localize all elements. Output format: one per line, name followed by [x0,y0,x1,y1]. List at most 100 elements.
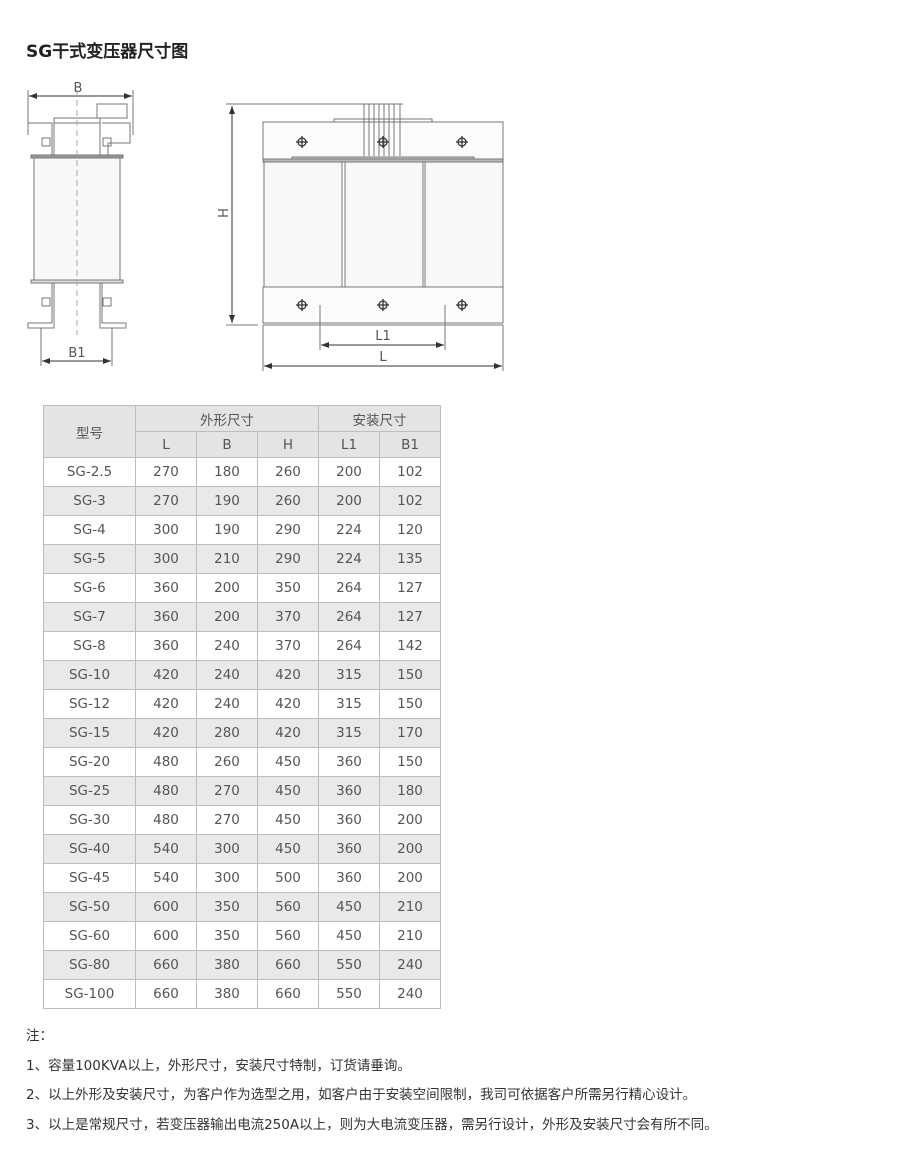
value-cell: 200 [379,805,441,835]
value-cell: 450 [318,892,380,922]
value-cell: 350 [196,921,258,951]
value-cell: 264 [318,573,380,603]
value-cell: 600 [135,892,197,922]
table-row: SG-25 480 270 450 360 180 [43,776,441,806]
model-cell: SG-45 [43,863,136,893]
table-row: SG-80 660 380 660 550 240 [43,950,441,980]
label-l1: L1 [375,329,391,344]
label-b1: B1 [68,346,85,361]
value-cell: 360 [318,805,380,835]
header-col: B [196,431,258,458]
header-col: B1 [379,431,441,458]
value-cell: 360 [318,863,380,893]
value-cell: 560 [257,892,319,922]
value-cell: 660 [257,950,319,980]
value-cell: 315 [318,689,380,719]
label-l: L [379,350,387,365]
value-cell: 240 [196,660,258,690]
notes: 注： 1、容量100KVA以上，外形尺寸，安装尺寸特制，订货请垂询。 2、以上外… [26,1026,718,1144]
model-cell: SG-5 [43,544,136,574]
value-cell: 380 [196,950,258,980]
value-cell: 240 [196,689,258,719]
value-cell: 300 [135,515,197,545]
model-cell: SG-80 [43,950,136,980]
value-cell: 380 [196,979,258,1009]
value-cell: 480 [135,776,197,806]
header-col: L1 [318,431,380,458]
value-cell: 270 [135,486,197,516]
table-row: SG-50 600 350 560 450 210 [43,892,441,922]
value-cell: 150 [379,747,441,777]
value-cell: 370 [257,631,319,661]
value-cell: 450 [257,834,319,864]
value-cell: 350 [257,573,319,603]
front-view: H L1 L [217,103,504,371]
value-cell: 264 [318,602,380,632]
value-cell: 450 [257,805,319,835]
value-cell: 102 [379,486,441,516]
value-cell: 200 [196,602,258,632]
value-cell: 102 [379,457,441,487]
table-row: SG-6 360 200 350 264 127 [43,573,441,603]
table-row: SG-45 540 300 500 360 200 [43,863,441,893]
header-col: H [257,431,319,458]
value-cell: 660 [135,950,197,980]
model-cell: SG-6 [43,573,136,603]
value-cell: 360 [135,631,197,661]
value-cell: 420 [135,689,197,719]
value-cell: 500 [257,863,319,893]
model-cell: SG-60 [43,921,136,951]
model-cell: SG-2.5 [43,457,136,487]
value-cell: 420 [257,718,319,748]
value-cell: 550 [318,979,380,1009]
value-cell: 660 [257,979,319,1009]
value-cell: 300 [135,544,197,574]
table-row: SG-12 420 240 420 315 150 [43,689,441,719]
value-cell: 300 [196,863,258,893]
value-cell: 300 [196,834,258,864]
value-cell: 480 [135,805,197,835]
label-h: H [217,208,232,218]
value-cell: 360 [318,834,380,864]
table-row: SG-30 480 270 450 360 200 [43,805,441,835]
value-cell: 190 [196,486,258,516]
value-cell: 660 [135,979,197,1009]
note-item: 1、容量100KVA以上，外形尺寸，安装尺寸特制，订货请垂询。 [26,1057,411,1074]
note-item: 2、以上外形及安装尺寸，为客户作为选型之用，如客户由于安装空间限制，我司可依据客… [26,1087,697,1103]
value-cell: 450 [318,921,380,951]
value-cell: 200 [196,573,258,603]
value-cell: 180 [379,776,441,806]
value-cell: 150 [379,660,441,690]
value-cell: 370 [257,602,319,632]
value-cell: 200 [318,457,380,487]
value-cell: 450 [257,776,319,806]
model-cell: SG-40 [43,834,136,864]
side-view: B B1 [27,81,134,366]
value-cell: 420 [135,660,197,690]
header-mount-dimensions: 安装尺寸 [318,405,441,432]
model-cell: SG-3 [43,486,136,516]
value-cell: 120 [379,515,441,545]
header-model: 型号 [43,405,136,458]
value-cell: 315 [318,660,380,690]
value-cell: 240 [196,631,258,661]
header-outer-dimensions: 外形尺寸 [135,405,319,432]
table-row: SG-4 300 190 290 224 120 [43,515,441,545]
value-cell: 210 [196,544,258,574]
value-cell: 360 [318,747,380,777]
value-cell: 240 [379,979,441,1009]
notes-heading: 注： [26,1028,53,1044]
model-cell: SG-100 [43,979,136,1009]
table-row: SG-3 270 190 260 200 102 [43,486,441,516]
value-cell: 142 [379,631,441,661]
label-b: B [74,81,83,96]
value-cell: 290 [257,544,319,574]
table-row: SG-7 360 200 370 264 127 [43,602,441,632]
model-cell: SG-7 [43,602,136,632]
value-cell: 270 [196,805,258,835]
table-row: SG-2.5 270 180 260 200 102 [43,457,441,487]
value-cell: 224 [318,544,380,574]
value-cell: 360 [135,602,197,632]
model-cell: SG-30 [43,805,136,835]
table-row: SG-5 300 210 290 224 135 [43,544,441,574]
